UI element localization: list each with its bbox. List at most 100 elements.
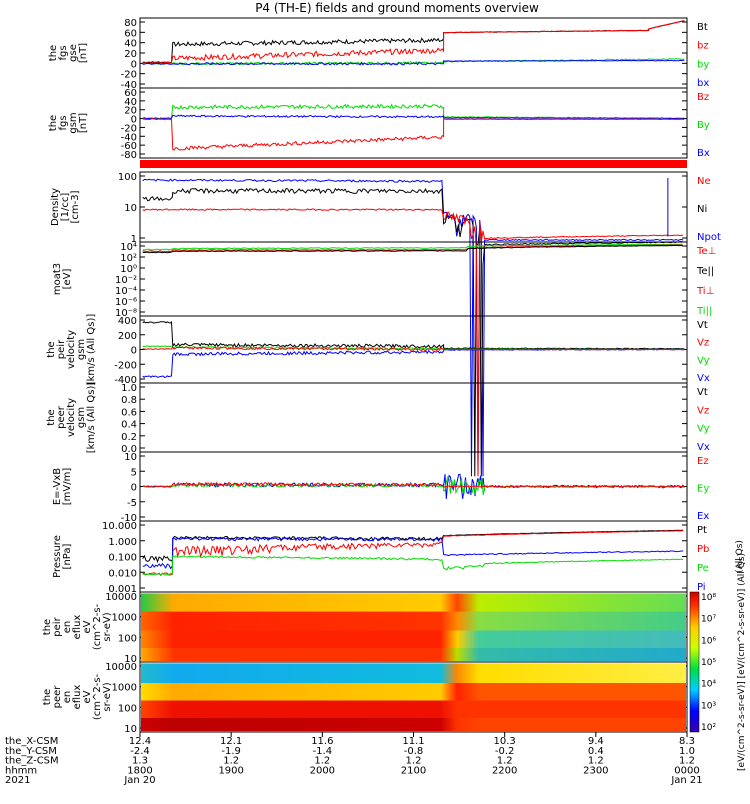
y-tick-label: 10.000 <box>102 521 137 532</box>
colorbar-label: [eV/(cm^2-s-sr-eV)] [eV/(cm^2-s-sr-eV)] … <box>737 553 747 771</box>
y-axis-label: [mV/m] <box>62 468 73 506</box>
y-tick-label: 100 <box>118 172 137 183</box>
panel-p10: 10000 1000 100 10 the peer en eflux eV (cm^2-s-sr… <box>42 661 688 735</box>
legend-entry: Te⊥ <box>696 246 716 257</box>
y-axis-label: eV <box>82 620 93 633</box>
spectrogram-band <box>141 718 686 732</box>
spectrogram-band <box>141 611 686 631</box>
y-tick-label: 60 <box>124 28 137 39</box>
x-tick-label: 1.2 <box>588 756 604 767</box>
x-tick-label: 12.1 <box>220 736 242 747</box>
y-tick-label: 40 <box>124 39 137 50</box>
x-tick-label: Jan 20 <box>123 775 155 786</box>
legend-entry: Bx <box>697 148 710 159</box>
x-tick-label: 8.3 <box>679 736 695 747</box>
series-line-pb <box>142 530 684 577</box>
x-tick-label: 11.1 <box>402 736 424 747</box>
y-axis-label: eV <box>82 690 93 703</box>
legend-entry: Pi <box>697 582 706 593</box>
y-tick-label: 10⁻⁶ <box>115 297 137 308</box>
legend-entry: Te|| <box>696 266 714 277</box>
series-line-pi <box>142 536 684 570</box>
y-tick-label: 0 <box>131 59 137 70</box>
y-tick-label: -400 <box>114 375 137 386</box>
series-line-bx <box>142 59 685 66</box>
x-tick-label: 1.2 <box>314 756 330 767</box>
y-axis-label: (cm^2-s- <box>92 673 103 720</box>
y-tick-label: -20 <box>121 123 137 134</box>
legend-entry: Ni <box>697 204 707 215</box>
legend-entry: Ez <box>697 456 709 467</box>
y-tick-label: 20 <box>124 106 137 117</box>
colorbar <box>689 591 700 733</box>
y-axis-label: Density <box>50 188 61 226</box>
y-axis-label: gsm <box>76 339 87 360</box>
y-tick-label: -5 <box>127 498 137 509</box>
panel-p7: 10 5 0 -5 -10 E=-VxB [mV/m] Ez Ey Ex <box>52 451 709 524</box>
y-tick-label: -40 <box>121 132 137 143</box>
y-axis-label: gsm <box>68 112 79 133</box>
series-line-ez <box>142 481 685 488</box>
legend-entry: Pe <box>697 563 709 574</box>
x-row-label: hhmm <box>5 765 37 776</box>
colorbar-tick-label: 10⁵ <box>701 658 716 668</box>
legend-entry: Npot <box>697 232 721 243</box>
y-axis-label: [nT] <box>78 113 89 133</box>
legend-entry: Ne <box>697 176 711 187</box>
series-line-tepar <box>142 244 683 254</box>
series-line-bz <box>142 118 685 151</box>
x-tick-label: 11.6 <box>311 736 333 747</box>
y-axis-label: gse <box>68 44 79 62</box>
y-tick-label: 0.2 <box>121 432 137 443</box>
y-tick-label: 80 <box>124 18 137 29</box>
x-tick-label: 1.0 <box>679 746 695 757</box>
y-axis-label: the <box>48 115 59 131</box>
spectrogram-band <box>141 648 686 662</box>
x-tick-label: -2.4 <box>130 746 150 757</box>
y-axis-label: peir <box>56 339 67 359</box>
series-line-tipar <box>142 243 683 251</box>
y-axis-label: [eV] <box>62 269 73 290</box>
y-axis-label: peer <box>52 685 63 709</box>
y-tick-label: -10 <box>121 513 137 524</box>
colorbar-tick-label: 10⁷ <box>701 615 716 625</box>
x-tick-label: -0.2 <box>495 746 515 757</box>
colorbar-group: 10⁸ 10⁷ 10⁶ 10⁵ 10⁴ 10³ 10² [eV/(cm^2-s-sr-eV)]… <box>689 553 747 771</box>
x-tick-label: 10.3 <box>494 736 516 747</box>
y-axis-label: [km/s (All Qs)] <box>86 382 97 454</box>
series-line-bz <box>142 20 685 64</box>
y-tick-label: 10⁻⁴ <box>115 286 137 297</box>
x-tick-label: 1800 <box>127 765 152 776</box>
series-line-npot <box>142 178 684 477</box>
x-row-label: the_Z-CSM <box>5 756 59 767</box>
y-axis-label: fgs <box>58 115 69 130</box>
x-tick-label: 2100 <box>401 765 426 776</box>
x-tick-label: 0000 <box>674 765 699 776</box>
y-axis-label: the <box>42 689 53 705</box>
series-line-vx <box>142 348 685 378</box>
legend-entry: Vx <box>697 373 710 384</box>
y-tick-label: 100 <box>118 703 137 714</box>
series-line-bt <box>142 20 685 64</box>
panel-note: (All Qs) <box>735 540 745 573</box>
y-tick-label: 10⁰ <box>120 264 137 275</box>
y-tick-label: 0.4 <box>121 420 137 431</box>
y-tick-label: 0.8 <box>121 395 137 406</box>
y-tick-label: 0 <box>131 115 137 126</box>
y-tick-label: 10000 <box>105 662 137 673</box>
y-axis-label: the <box>42 619 53 635</box>
y-tick-label: 10² <box>120 253 137 264</box>
y-axis-label: eflux <box>72 615 83 640</box>
x-tick-label: 2200 <box>492 765 517 776</box>
legend-entry: Pt <box>697 525 707 536</box>
y-axis-label: peir <box>52 616 63 636</box>
y-tick-label: 0.010 <box>108 568 137 579</box>
y-axis-label: [nT] <box>78 43 89 63</box>
legend-entry: by <box>697 59 709 70</box>
x-tick-label: 1.3 <box>132 756 148 767</box>
